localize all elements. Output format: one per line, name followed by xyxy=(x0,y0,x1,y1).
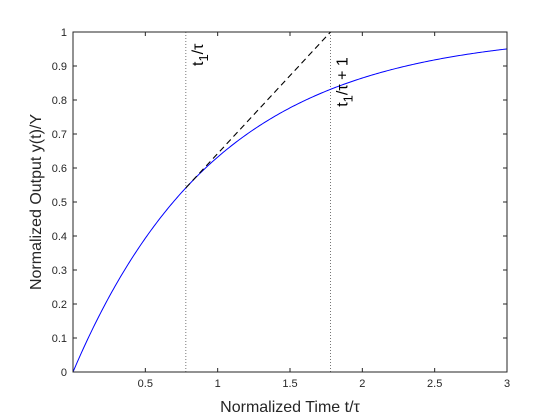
y-tick-label: 0.9 xyxy=(52,61,67,73)
x-axis-label: Normalized Time t/τ xyxy=(220,399,360,416)
y-tick-label: 0.3 xyxy=(52,265,67,277)
y-tick-label: 0 xyxy=(61,367,67,379)
x-tick-label: 1 xyxy=(215,378,221,390)
series-lines xyxy=(72,31,508,373)
annotation-main: t xyxy=(190,61,207,66)
y-tick-label: 0.1 xyxy=(52,333,67,345)
annotation-rest: /τ xyxy=(190,43,207,54)
x-tick-label: 1.5 xyxy=(282,378,297,390)
annotation-main: t xyxy=(335,102,352,107)
x-tick-label: 2.5 xyxy=(427,378,442,390)
annotation-subscript: 1 xyxy=(341,95,356,102)
annotation-label: t1/τ xyxy=(190,43,211,66)
x-tick-label: 0.5 xyxy=(138,378,153,390)
plot-box xyxy=(72,31,508,373)
plot-area xyxy=(73,32,507,372)
y-axis-label: Normalized Output y(t)/Y xyxy=(28,114,45,290)
y-tick-label: 0.6 xyxy=(52,163,67,175)
y-tick-label: 0.2 xyxy=(52,299,67,311)
annotation-rest: /τ + 1 xyxy=(335,57,352,95)
response-curve xyxy=(72,48,508,373)
annotation-subscript: 1 xyxy=(196,54,211,61)
annotation-label: t1/τ + 1 xyxy=(335,57,356,107)
y-tick-label: 0.8 xyxy=(52,95,67,107)
tangent-line xyxy=(185,31,331,189)
x-tick-label: 2 xyxy=(359,378,365,390)
y-tick-label: 0.5 xyxy=(52,197,67,209)
x-tick-label: 3 xyxy=(504,378,510,390)
y-tick-label: 0.4 xyxy=(52,231,67,243)
tick-labels: 0.5 1 1.5 2 2.5 3 0 0.1 0.2 0.3 0.4 0.5 0.6 0.7 0.8 0.9… xyxy=(52,27,510,390)
y-tick-label: 1 xyxy=(61,27,67,39)
y-tick-label: 0.7 xyxy=(52,129,67,141)
annotations: t1/τt1/τ + 1 xyxy=(190,43,356,107)
